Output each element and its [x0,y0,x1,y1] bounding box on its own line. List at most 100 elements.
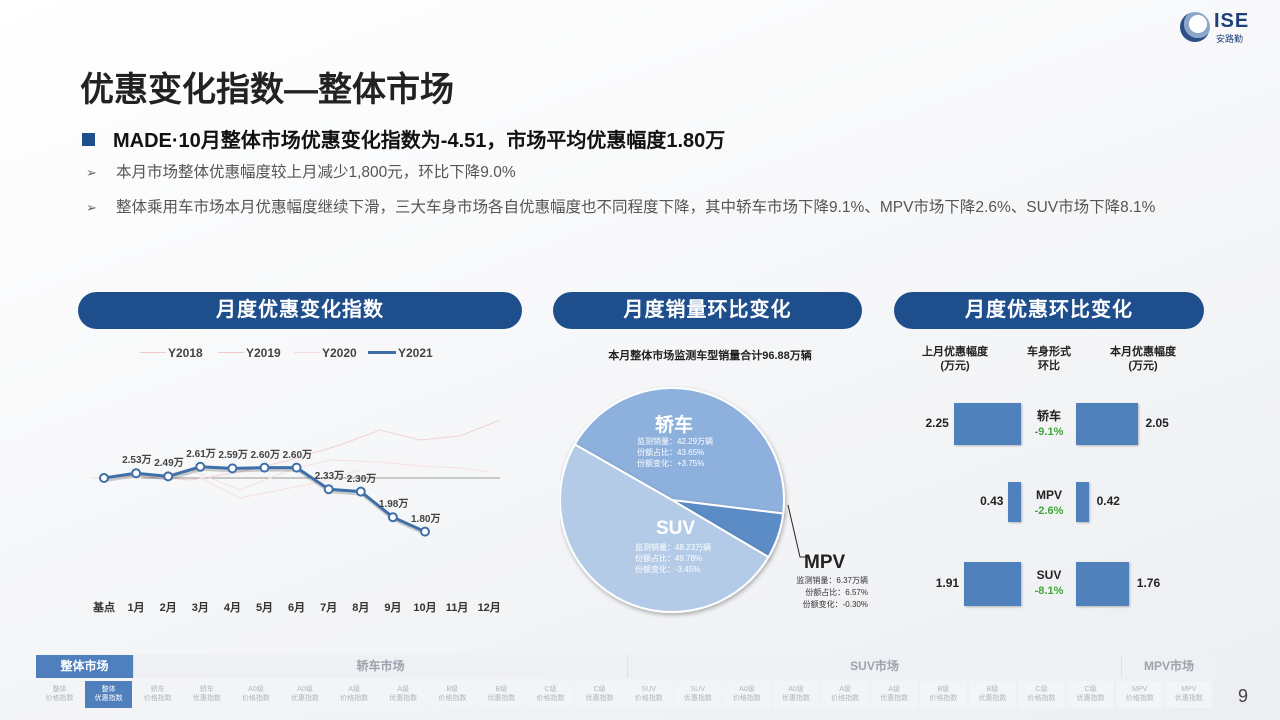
square-bullet-icon [82,133,95,146]
sub-bullet-1: ➢ 本月市场整体优惠幅度较上月减少1,800元，环比下降9.0% [86,160,1166,186]
nav-item-line: 优惠指数 [782,695,811,702]
body-type-label: 轿车 -9.1% [1020,408,1078,440]
legend-line-icon [368,351,396,354]
nav-item[interactable]: 整体 优惠指数 [85,681,133,708]
nav-item-line: A0级 [297,686,313,693]
nav-item-line: B级 [495,686,508,693]
pie-info-line: 监测销量：48.23万辆 [635,543,712,552]
nav-item-line: A级 [397,686,410,693]
nav-item-line: 优惠指数 [192,695,221,702]
nav-item-line: 优惠指数 [1174,695,1203,702]
x-tick-label: 10月 [413,602,437,614]
body-type-change: -9.1% [1034,426,1064,438]
nav-item-line: A级 [888,686,901,693]
nav-item-line: MPV [1181,686,1197,693]
sub-bullet-text: 整体乘用车市场本月优惠幅度继续下滑，三大车身市场各自优惠幅度也不同程度下降，其中… [116,199,1156,216]
body-type-label: SUV -8.1% [1020,567,1078,599]
nav-item-line: 价格指数 [241,695,270,702]
nav-item-line: 价格指数 [1027,695,1056,702]
nav-item-line: 价格指数 [438,695,467,702]
data-label: 2.49万 [154,458,184,470]
nav-item-line: 优惠指数 [880,695,909,702]
nav-item[interactable]: B级 优惠指数 [477,681,525,708]
section-header-discount: 月度优惠环比变化 [894,292,1204,329]
logo-text: ISE [1214,10,1250,32]
nav-item[interactable]: MPV 价格指数 [1116,681,1164,708]
bar-value-this: 0.42 [1096,494,1120,508]
nav-item-line: 价格指数 [929,695,958,702]
nav-item[interactable]: B级价格指数 [428,681,476,708]
nav-item[interactable]: A0级价格指数 [232,681,280,708]
nav-item-line: A0级 [248,686,264,693]
nav-item[interactable]: MPV 优惠指数 [1165,681,1213,708]
nav-item[interactable]: A级 优惠指数 [379,681,427,708]
nav-item[interactable]: C级 优惠指数 [1067,681,1115,708]
nav-item-line: 价格指数 [536,695,565,702]
x-tick-label: 12月 [477,602,501,614]
data-label: 1.98万 [378,499,409,511]
nav-item[interactable]: 整体 价格指数 [36,681,84,708]
data-label: 2.33万 [314,471,345,483]
x-tick-label: 5月 [255,602,274,614]
x-tick-label: 基点 [93,602,115,614]
nav-item[interactable]: A级 价格指数 [821,681,869,708]
nav-item[interactable]: A级 价格指数 [330,681,378,708]
x-tick-label: 8月 [352,602,370,614]
nav-item-line: 优惠指数 [291,695,320,702]
data-point [163,471,174,482]
nav-group-mpv[interactable]: MPV市场 [1143,659,1194,673]
nav-item-line: 价格指数 [340,695,369,702]
nav-item[interactable]: 轿车 价格指数 [134,681,182,708]
nav-item[interactable]: C级优惠指数 [576,681,624,708]
nav-item-line: A级 [839,686,851,693]
data-label: 1.80万 [411,513,441,525]
nav-item-line: 整体 [52,686,67,693]
nav-item-line: 优惠指数 [683,695,712,702]
nav-item[interactable]: SUV 价格指数 [625,681,673,708]
nav-item-line: C级 [593,686,606,693]
nav-item[interactable]: C级 价格指数 [1018,681,1066,708]
nav-item-line: MPV [1132,686,1148,693]
pie-info-line: 份额占比：6.57% [805,588,868,597]
x-tick-label: 9月 [384,602,402,614]
sub-bullet-text: 本月市场整体优惠幅度较上月减少1,800元，环比下降9.0% [116,164,516,181]
nav-item-line: SUV [690,686,706,693]
col-header-last-month: 上月优惠幅度 (万元) [922,346,988,372]
nav-item[interactable]: B级 价格指数 [919,681,967,708]
nav-item-line: B级 [986,686,999,693]
nav-item-line: C级 [1084,686,1097,693]
bar-this-month [1076,403,1138,445]
nav-group-overall[interactable]: 整体市场 [36,655,134,678]
page-number: 9 [1238,686,1249,706]
nav-item[interactable]: C级 价格指数 [527,681,575,708]
nav-item[interactable]: A0级价格指数 [723,681,771,708]
nav-item-line: B级 [446,686,459,693]
col-header-body-type: 车身形式 环比 [1027,346,1071,372]
nav-item-line: A0级 [739,686,755,693]
pie-slice [560,442,770,613]
body-type-label: MPV -2.6% [1020,487,1078,519]
nav-item[interactable]: 轿车 优惠指数 [183,681,231,708]
nav-item[interactable]: SUV 优惠指数 [674,681,722,708]
legend-item-y2020: Y2020 [294,346,357,360]
nav-item[interactable]: A0级优惠指数 [281,681,329,708]
nav-item-line: 价格指数 [732,695,761,702]
headline-bullet: MADE·10月整体市场优惠变化指数为-4.51，市场平均优惠幅度1.80万 [82,124,725,153]
x-tick-label: 2月 [159,602,177,614]
nav-item-line: 价格指数 [634,695,663,702]
pie-slice [573,387,785,515]
bar-last-month [953,403,1021,445]
nav-item-line: 优惠指数 [585,695,614,702]
nav-item[interactable]: A0级优惠指数 [772,681,820,708]
legend-label: Y2018 [168,346,203,360]
index-line-chart [89,419,501,537]
nav-item[interactable]: A级优惠指数 [870,681,918,708]
nav-item-line: 优惠指数 [94,695,123,702]
nav-item[interactable]: B级 优惠指数 [968,681,1016,708]
nav-item-line: A0级 [788,686,804,693]
x-tick-label: 1月 [127,602,145,614]
nav-item-line: 整体 [101,686,116,693]
nav-group-suv[interactable]: SUV市场 [628,655,1122,678]
nav-group-sedan[interactable]: 轿车市场 [134,655,628,678]
logo-subtext: 安路勤 [1216,34,1244,44]
